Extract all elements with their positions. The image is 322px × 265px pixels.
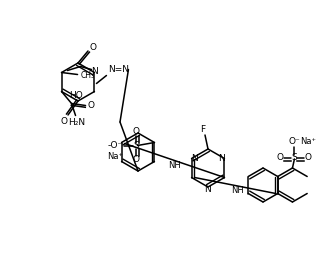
Text: O⁻: O⁻ [289, 138, 300, 147]
Text: S: S [134, 141, 139, 150]
Text: H₂N: H₂N [68, 118, 85, 127]
Text: Na⁺: Na⁺ [108, 152, 123, 161]
Text: O: O [277, 153, 284, 162]
Text: NH: NH [231, 186, 243, 195]
Text: O: O [61, 117, 68, 126]
Text: -O⁻: -O⁻ [108, 141, 123, 150]
Text: O: O [90, 42, 97, 51]
Text: N: N [218, 154, 225, 163]
Text: O: O [87, 101, 94, 110]
Text: N: N [204, 184, 211, 193]
Text: Na⁺: Na⁺ [300, 138, 317, 147]
Text: N=N: N=N [108, 64, 129, 73]
Text: N: N [91, 67, 98, 76]
Text: NH: NH [168, 161, 181, 170]
Text: O: O [305, 153, 312, 162]
Text: F: F [200, 125, 205, 134]
Text: CH₃: CH₃ [80, 71, 95, 80]
Text: O: O [133, 127, 140, 136]
Text: S: S [291, 153, 297, 162]
Text: O: O [133, 155, 140, 164]
Text: HO: HO [69, 91, 82, 100]
Text: N: N [191, 154, 198, 163]
